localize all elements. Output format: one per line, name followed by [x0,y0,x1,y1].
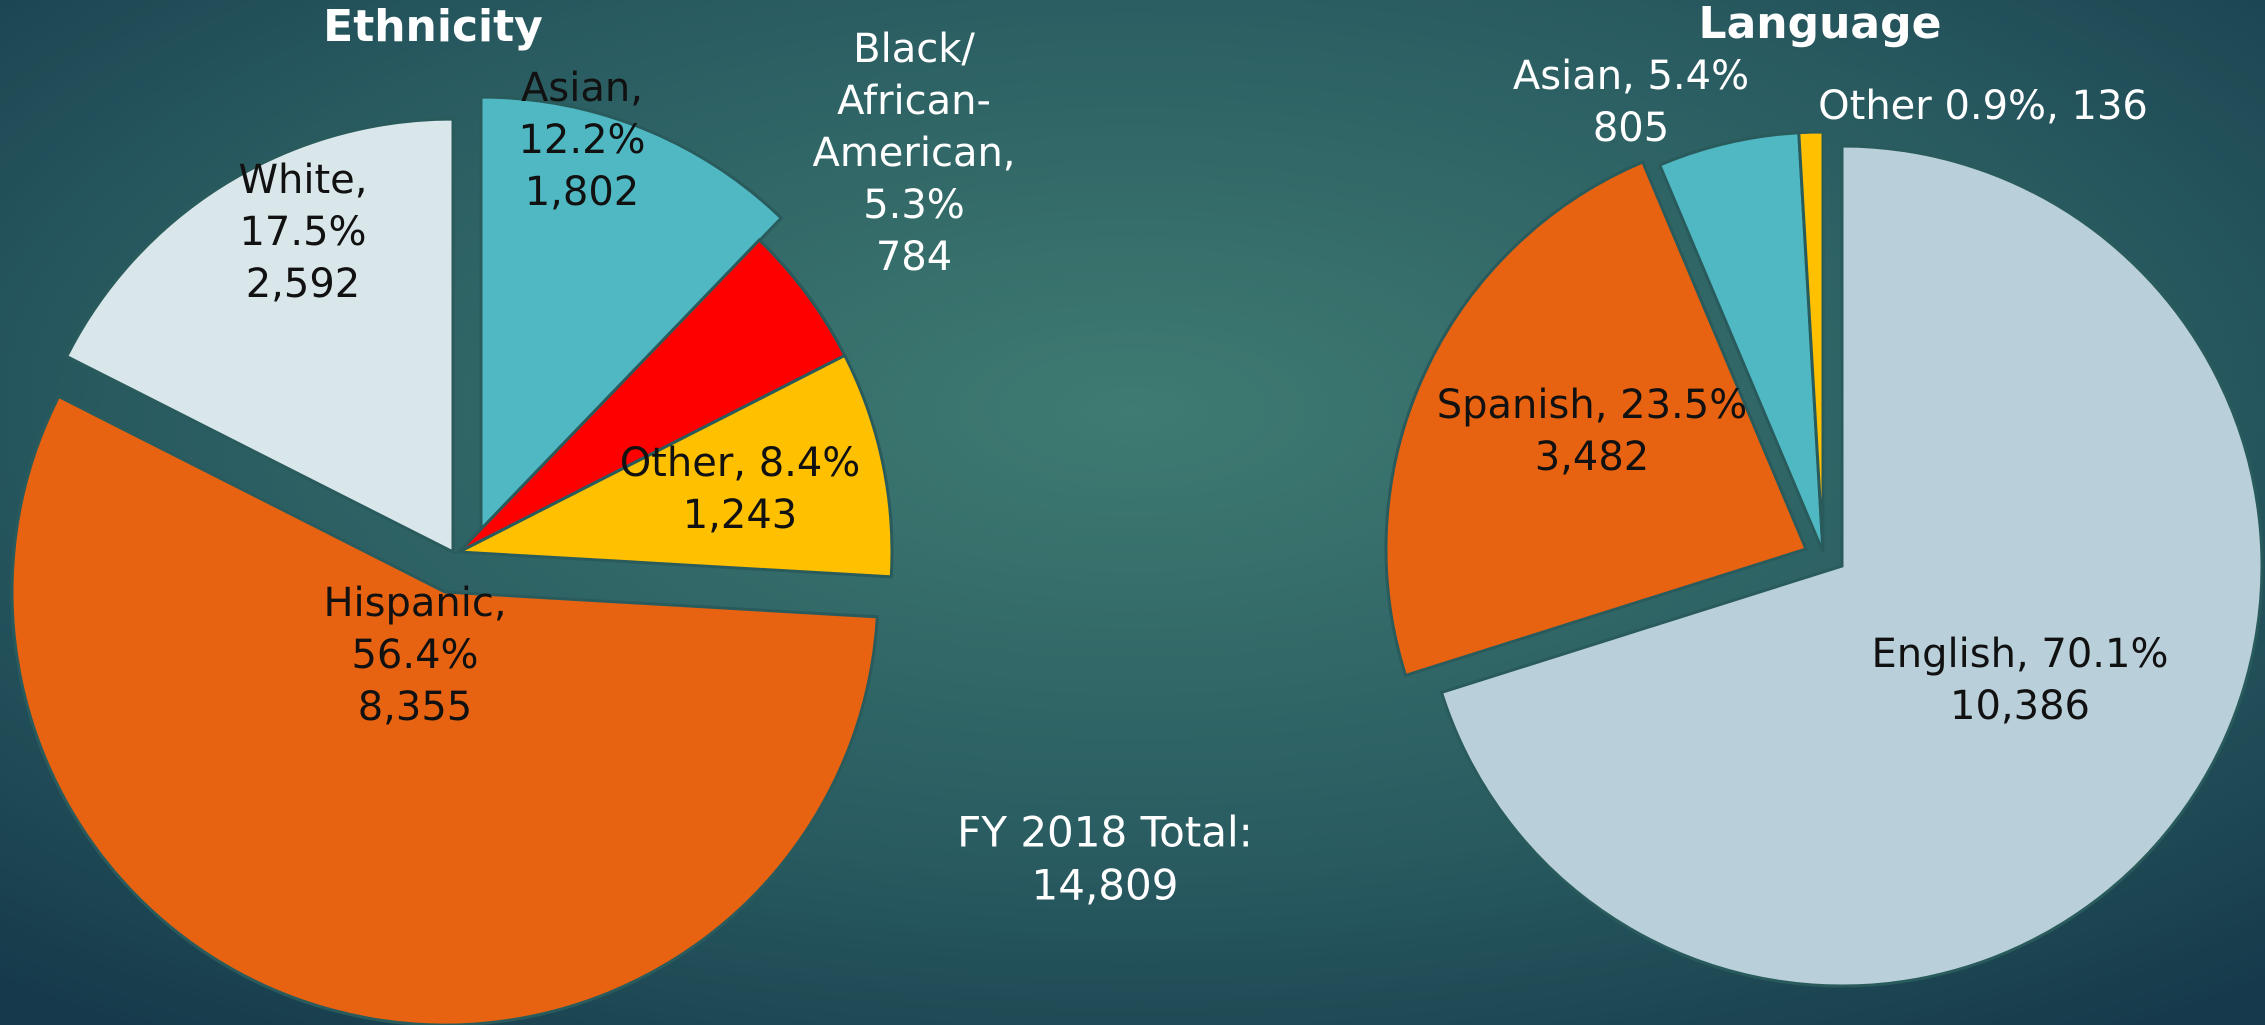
slice-label: 2,592 [246,261,361,307]
pie-slice [1384,160,1809,678]
slice-label: 5.3% [863,182,965,228]
pie-slice [457,237,847,554]
pie-slice [1797,130,1825,553]
pie-slice [1439,144,2264,988]
annotation: FY 2018 Total: [957,808,1253,857]
pie-slice [64,117,455,555]
slice-label: 56.4% [351,632,478,678]
slice-label: 1,243 [683,492,798,538]
slice-label: 12.2% [518,117,645,163]
slice-label: 3,482 [1535,434,1650,480]
pie-slice [1657,131,1825,553]
chart-title: Language [1699,0,1942,49]
chart-title: Ethnicity [323,1,543,52]
slice-label: African- [837,78,991,124]
slice-label: Black/ [853,26,975,72]
slice-label: 17.5% [239,209,366,255]
slice-label: White, [238,157,367,203]
slice-label: 1,802 [525,169,640,215]
slice-label: American, [812,130,1015,176]
slice-label: 784 [876,234,952,280]
slice-label: Asian, 5.4% [1513,53,1749,99]
slice-label: English, 70.1% [1872,631,2169,677]
slice-label: Asian, [521,65,643,111]
pie-slice [10,394,879,1025]
slice-label: 8,355 [358,684,473,730]
slice-label: Spanish, 23.5% [1437,382,1747,428]
annotation: 14,809 [1032,861,1179,910]
pie-slice [453,353,894,579]
slice-label: Other 0.9%, 136 [1818,83,2148,129]
pie-slice [479,95,784,534]
slice-label: 805 [1593,105,1669,151]
slice-label: 10,386 [1950,683,2090,729]
slice-label: Other, 8.4% [620,440,861,486]
slice-label: Hispanic, [323,580,506,626]
